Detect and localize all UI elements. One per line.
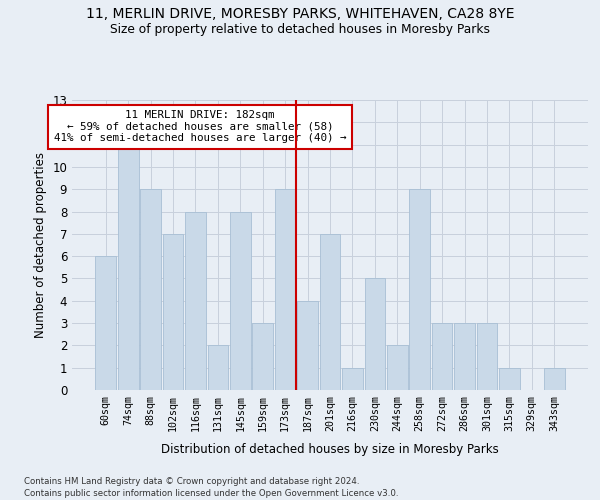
Bar: [297, 301, 318, 390]
Text: 11 MERLIN DRIVE: 182sqm
← 59% of detached houses are smaller (58)
41% of semi-de: 11 MERLIN DRIVE: 182sqm ← 59% of detache…: [53, 110, 346, 143]
Bar: [476, 323, 497, 390]
Bar: [185, 212, 206, 390]
Text: Size of property relative to detached houses in Moresby Parks: Size of property relative to detached ho…: [110, 22, 490, 36]
Text: Distribution of detached houses by size in Moresby Parks: Distribution of detached houses by size …: [161, 442, 499, 456]
Bar: [409, 189, 430, 390]
Bar: [454, 323, 475, 390]
Bar: [432, 323, 452, 390]
Bar: [365, 278, 385, 390]
Bar: [544, 368, 565, 390]
Bar: [140, 189, 161, 390]
Bar: [342, 368, 363, 390]
Text: Contains public sector information licensed under the Open Government Licence v3: Contains public sector information licen…: [24, 489, 398, 498]
Bar: [387, 346, 407, 390]
Text: Contains HM Land Registry data © Crown copyright and database right 2024.: Contains HM Land Registry data © Crown c…: [24, 478, 359, 486]
Text: 11, MERLIN DRIVE, MORESBY PARKS, WHITEHAVEN, CA28 8YE: 11, MERLIN DRIVE, MORESBY PARKS, WHITEHA…: [86, 8, 514, 22]
Bar: [499, 368, 520, 390]
Bar: [230, 212, 251, 390]
Bar: [118, 144, 139, 390]
Y-axis label: Number of detached properties: Number of detached properties: [34, 152, 47, 338]
Bar: [275, 189, 295, 390]
Bar: [253, 323, 273, 390]
Bar: [320, 234, 340, 390]
Bar: [95, 256, 116, 390]
Bar: [163, 234, 184, 390]
Bar: [208, 346, 228, 390]
